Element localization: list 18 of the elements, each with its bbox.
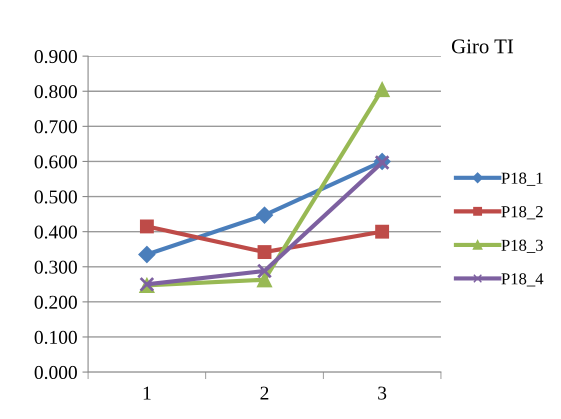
x-tick-label: 1 bbox=[144, 386, 151, 400]
chart-title: Giro TI bbox=[452, 39, 514, 54]
x-tick-label: 2 bbox=[260, 386, 268, 400]
legend-label: P18_2 bbox=[501, 206, 543, 220]
y-tick-label: 0.900 bbox=[34, 50, 77, 64]
y-tick-label: 0.800 bbox=[34, 85, 77, 98]
y-tick-label: 0.500 bbox=[34, 190, 77, 204]
legend-label: P18_3 bbox=[501, 240, 543, 253]
y-tick-label: 0.100 bbox=[34, 330, 77, 344]
x-tick-label: 3 bbox=[378, 386, 386, 400]
y-tick-label: 0.200 bbox=[34, 296, 77, 309]
y-tick-label: 0.300 bbox=[34, 260, 77, 274]
y-tick-label: 0.400 bbox=[34, 225, 77, 239]
y-tick-label: 0.000 bbox=[34, 366, 77, 380]
y-tick-label: 0.700 bbox=[34, 120, 77, 134]
y-tick-label: 0.600 bbox=[34, 155, 77, 168]
legend-label: P18_4 bbox=[501, 273, 544, 286]
legend-label: P18_1 bbox=[501, 172, 543, 186]
